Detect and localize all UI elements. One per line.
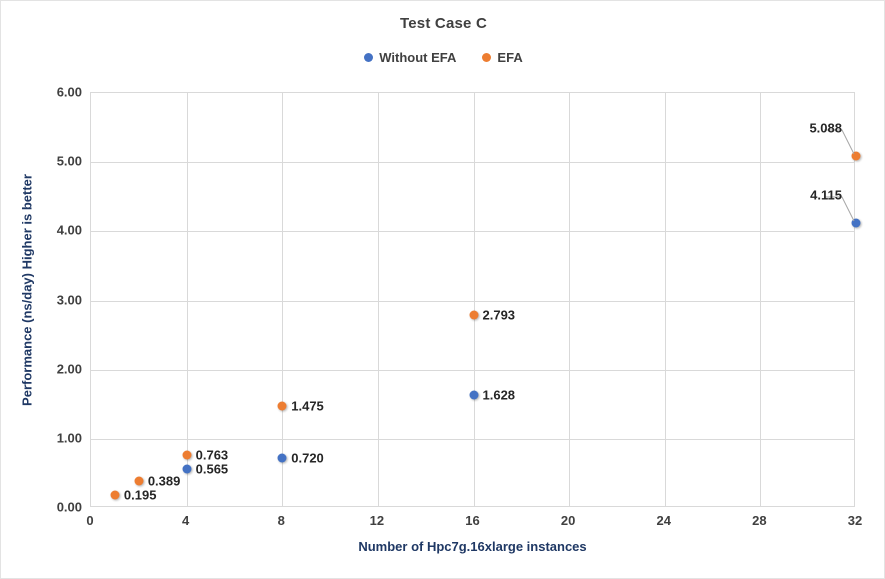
gridline-horizontal	[91, 300, 854, 302]
data-point-label: 2.793	[482, 307, 516, 323]
x-axis-tick-label: 12	[369, 513, 385, 528]
chart-legend: Without EFA EFA	[1, 50, 884, 65]
data-point-label: 0.195	[123, 487, 157, 502]
x-axis-tick-label: 0	[86, 513, 94, 528]
data-point[interactable]	[469, 310, 478, 320]
y-axis-tick-label: 6.00	[56, 84, 82, 100]
x-axis-tick-label: 20	[560, 513, 576, 528]
y-axis-tick-label: 1.00	[56, 430, 82, 446]
gridline-horizontal	[91, 369, 854, 371]
y-axis-title: Performance (ns/day) Higher is better	[19, 173, 35, 406]
data-point-label: 0.565	[195, 461, 229, 477]
x-axis-tick-label: 16	[465, 513, 480, 528]
data-point-label: 0.389	[147, 473, 181, 489]
y-axis-tick-label: 2.00	[56, 361, 82, 377]
y-axis-tick-label: 4.00	[56, 222, 82, 238]
gridline-horizontal	[91, 162, 854, 164]
gridline-vertical	[760, 93, 762, 506]
data-point[interactable]	[277, 453, 287, 463]
x-axis-tick-label: 8	[277, 513, 285, 528]
x-axis-title: Number of Hpc7g.16xlarge instances	[358, 539, 587, 554]
data-point[interactable]	[851, 218, 861, 228]
data-point[interactable]	[469, 390, 478, 400]
y-axis-tick-label: 3.00	[56, 292, 82, 307]
data-point-label: 0.763	[195, 447, 229, 463]
data-point[interactable]	[110, 490, 120, 499]
data-point[interactable]	[182, 464, 192, 474]
data-point[interactable]	[182, 450, 192, 460]
y-axis-tick-label: 0.00	[56, 499, 82, 515]
legend-marker-icon	[482, 53, 492, 62]
legend-label: Without EFA	[379, 50, 457, 65]
data-point-label: 1.475	[291, 398, 324, 414]
legend-entry-without-efa[interactable]: Without EFA	[364, 50, 456, 65]
data-point[interactable]	[134, 476, 144, 486]
gridline-vertical	[186, 93, 188, 506]
y-axis-tick-label: 5.00	[56, 153, 82, 169]
legend-entry-efa[interactable]: EFA	[482, 50, 523, 65]
data-point-label: 1.628	[482, 387, 516, 403]
gridline-vertical	[664, 93, 666, 506]
gridline-vertical	[282, 93, 284, 506]
gridline-vertical	[377, 93, 379, 506]
gridline-horizontal	[91, 231, 854, 233]
x-axis-tick-label: 32	[847, 513, 863, 528]
chart-title: Test Case C	[400, 15, 487, 32]
legend-label: EFA	[497, 50, 523, 65]
x-axis-tick-label: 28	[752, 513, 767, 528]
plot-area: 0.565 0.720 1.628 4.115 0.195 0.389 0.763 1.475…	[90, 92, 861, 507]
data-point[interactable]	[851, 151, 861, 161]
gridline-vertical	[473, 93, 475, 506]
legend-marker-icon	[364, 53, 374, 62]
x-axis-tick-label: 24	[656, 513, 671, 528]
gridline-horizontal	[91, 438, 854, 440]
x-axis-tick-label: 4	[182, 513, 190, 528]
data-point-label: 5.088	[809, 120, 842, 136]
data-point[interactable]	[277, 401, 287, 411]
data-point-label: 0.720	[291, 450, 324, 466]
data-point-label: 4.115	[810, 187, 842, 203]
gridline-vertical	[569, 93, 571, 506]
